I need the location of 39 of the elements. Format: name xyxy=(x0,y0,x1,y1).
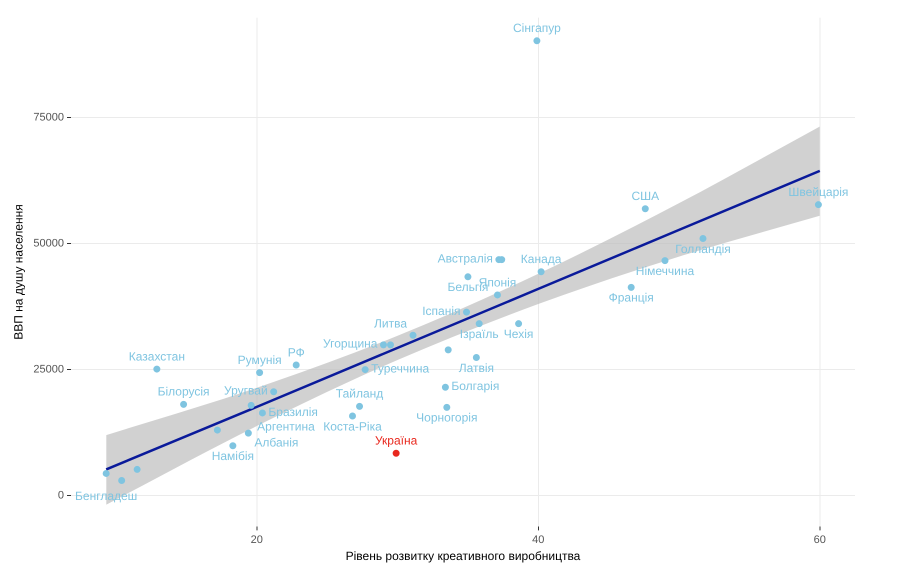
annotation: Литва xyxy=(374,316,408,331)
annotation: Швейцарія xyxy=(788,184,848,199)
y-tick-label: 25000 xyxy=(33,364,64,376)
annotation: Чехія xyxy=(504,327,534,341)
annotation: Голландія xyxy=(675,242,731,256)
annotation: Бразилія xyxy=(268,404,318,419)
annotation: Уругвай xyxy=(224,384,268,398)
y-tick-label: 50000 xyxy=(33,238,64,250)
annotation: Бенгладеш xyxy=(75,488,138,503)
annotation: США xyxy=(631,189,660,204)
annotation: Австралія xyxy=(438,251,493,266)
y-tick-label: 0 xyxy=(58,490,64,502)
annotation: Намібія xyxy=(212,449,254,464)
annotation: Ізраїль xyxy=(460,327,499,341)
annotation: Болгарія xyxy=(451,379,500,394)
annotation: Латвія xyxy=(458,360,494,375)
annotation: Україна xyxy=(374,434,418,448)
x-tick-label: 20 xyxy=(250,534,263,546)
annotation: Угорщина xyxy=(323,336,378,351)
annotation: Німеччина xyxy=(636,264,694,278)
annotation: Коста-Ріка xyxy=(323,419,382,434)
annotation: Білорусія xyxy=(158,384,210,399)
x-tick-label: 40 xyxy=(532,534,544,546)
annotation: Румунія xyxy=(238,352,282,367)
y-axis-title: ВВП на душу населення xyxy=(12,204,26,340)
annotation: Іспанія xyxy=(422,304,461,318)
annotation: Канада xyxy=(520,252,562,266)
annotation: Аргентина xyxy=(257,420,316,434)
annotation: Казахстан xyxy=(128,349,185,364)
annotation: Чорногорія xyxy=(416,410,478,425)
annotation: Тайланд xyxy=(336,386,384,401)
x-tick-label: 60 xyxy=(814,534,826,546)
annotation: Франція xyxy=(608,290,654,305)
y-tick-label: 75000 xyxy=(33,111,64,124)
annotation: РФ xyxy=(288,345,305,360)
annotation: Сінгапур xyxy=(513,21,562,36)
x-axis-title: Рівень розвитку креативного виробництва xyxy=(346,549,581,564)
annotation: Албанія xyxy=(254,435,298,450)
annotation: Туреччина xyxy=(371,361,430,376)
